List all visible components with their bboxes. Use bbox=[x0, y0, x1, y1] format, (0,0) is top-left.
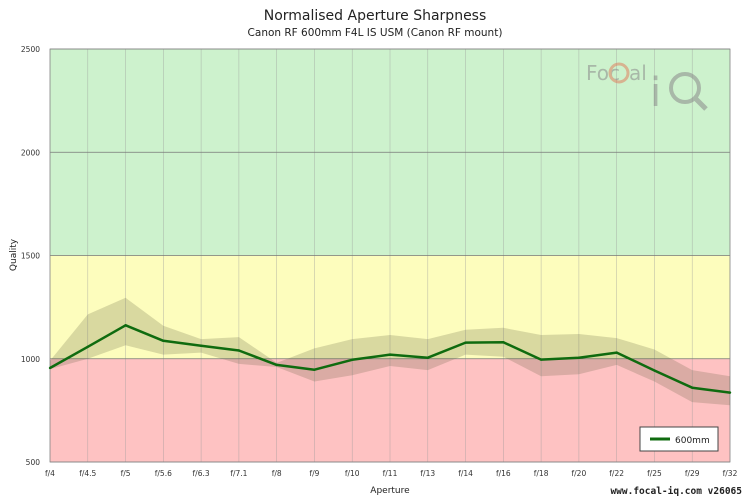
x-tick-f/11: f/11 bbox=[383, 469, 398, 478]
data-point-f/4 bbox=[48, 366, 52, 370]
y-tick-1500: 1500 bbox=[21, 252, 40, 261]
x-tick-f/25: f/25 bbox=[647, 469, 662, 478]
data-point-f/7.1 bbox=[237, 349, 241, 352]
x-tick-f/5: f/5 bbox=[121, 469, 131, 478]
x-tick-f/20: f/20 bbox=[572, 469, 587, 478]
x-tick-f/8: f/8 bbox=[272, 469, 282, 478]
y-tick-2000: 2000 bbox=[21, 148, 40, 157]
x-tick-f/10: f/10 bbox=[345, 469, 360, 478]
data-point-f/29 bbox=[691, 386, 694, 389]
chart-subtitle: Canon RF 600mm F4L IS USM (Canon RF moun… bbox=[247, 27, 503, 39]
data-point-f/10 bbox=[351, 358, 354, 361]
x-tick-f/4: f/4 bbox=[45, 469, 55, 478]
data-point-f/5 bbox=[124, 324, 127, 327]
series-points-600mm bbox=[48, 324, 732, 394]
data-point-f/13 bbox=[426, 356, 429, 359]
y-axis-label: Quality bbox=[9, 238, 19, 271]
data-point-f/22 bbox=[615, 351, 618, 354]
x-tick-f/5.6: f/5.6 bbox=[155, 469, 172, 478]
logo-ring-icon bbox=[608, 62, 630, 84]
y-tick-1000: 1000 bbox=[21, 355, 40, 364]
x-tick-f/32: f/32 bbox=[723, 469, 738, 478]
data-point-f/14 bbox=[464, 341, 467, 344]
data-point-f/18 bbox=[539, 358, 543, 361]
data-point-f/32 bbox=[728, 391, 732, 394]
logo-text-al: al bbox=[629, 61, 647, 85]
focal-iq-logo: Foc al i bbox=[586, 61, 708, 116]
x-axis-label: Aperture bbox=[370, 486, 410, 496]
series-band-600mm bbox=[50, 297, 730, 406]
y-tick-2500: 2500 bbox=[21, 45, 40, 54]
data-point-f/20 bbox=[577, 356, 581, 359]
data-point-f/4.5 bbox=[86, 345, 89, 348]
logo-magnifier-icon bbox=[669, 72, 701, 104]
x-tick-f/29: f/29 bbox=[685, 469, 700, 478]
data-point-f/5.6 bbox=[162, 339, 165, 342]
data-point-f/25 bbox=[653, 369, 656, 372]
chart-title: Normalised Aperture Sharpness bbox=[263, 8, 487, 24]
y-tick-500: 500 bbox=[26, 458, 41, 467]
data-point-f/6.3 bbox=[199, 344, 203, 347]
legend-label-600mm: 600mm bbox=[675, 436, 710, 446]
x-tick-labels: f/4 f/4.5 f/5 f/5.6 f/6.3 f/7.1 f/8 f/9 f/10 f/11… bbox=[45, 469, 738, 478]
logo-magnifier-handle-icon bbox=[693, 96, 708, 111]
x-tick-f/16: f/16 bbox=[496, 469, 511, 478]
data-point-f/11 bbox=[388, 353, 392, 356]
x-tick-f/9: f/9 bbox=[309, 469, 319, 478]
x-tick-f/4.5: f/4.5 bbox=[79, 469, 96, 478]
logo-text-i: i bbox=[650, 70, 661, 116]
legend: 600mm bbox=[639, 426, 719, 452]
x-tick-f/14: f/14 bbox=[458, 469, 473, 478]
x-tick-f/22: f/22 bbox=[609, 469, 624, 478]
x-tick-f/7.1: f/7.1 bbox=[230, 469, 247, 478]
x-tick-f/18: f/18 bbox=[534, 469, 549, 478]
data-point-f/9 bbox=[313, 368, 316, 371]
grid-lines bbox=[49, 48, 731, 463]
x-tick-f/6.3: f/6.3 bbox=[193, 469, 210, 478]
y-tick-labels: 500 1000 1500 2000 2500 bbox=[21, 45, 40, 467]
data-point-f/16 bbox=[502, 341, 505, 344]
watermark-url: www.focal-iq.com v26065 bbox=[610, 486, 742, 497]
data-point-f/8 bbox=[275, 363, 278, 367]
x-tick-f/13: f/13 bbox=[420, 469, 435, 478]
plot-frame bbox=[49, 48, 731, 463]
